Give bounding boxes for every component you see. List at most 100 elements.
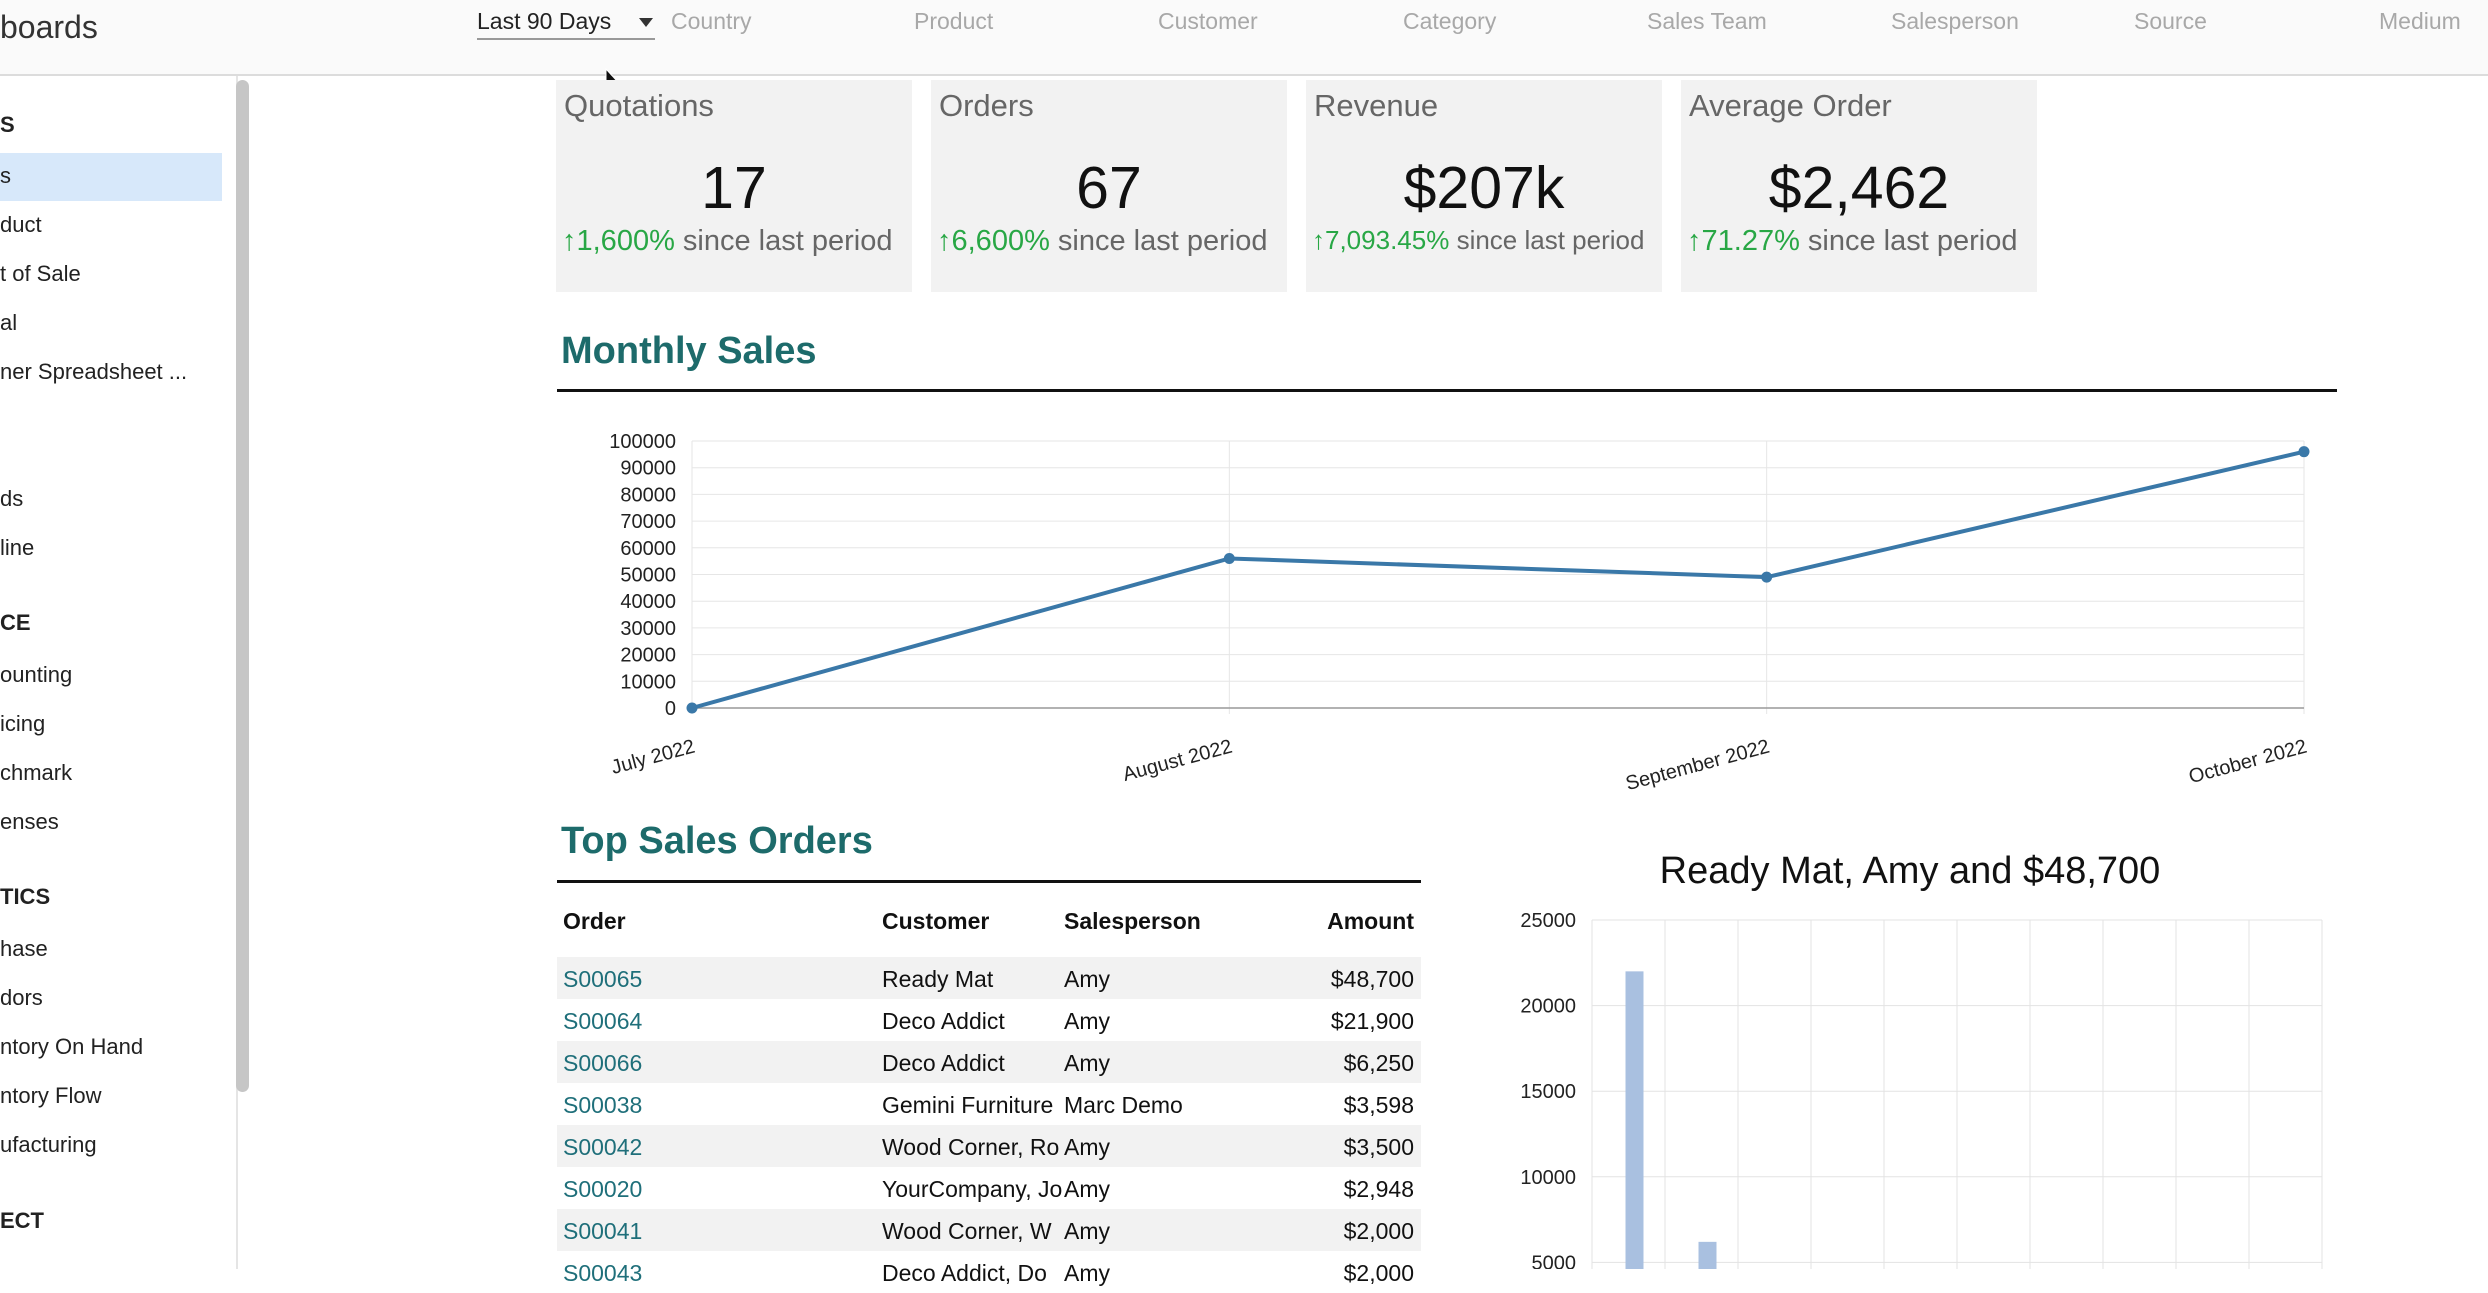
salesperson-cell: Amy <box>1064 1050 1110 1076</box>
sidebar-item-portal[interactable]: al <box>0 310 18 335</box>
y-tick-label: 20000 <box>1520 996 1576 1018</box>
amount-cell: $2,000 <box>1343 1218 1414 1244</box>
amount-cell: $48,700 <box>1330 966 1414 992</box>
amount-cell: $3,500 <box>1343 1134 1414 1160</box>
column-header-salesperson[interactable]: Salesperson <box>1064 908 1201 934</box>
kpi-change: 7,093.45% <box>1325 225 1450 255</box>
arrow-up-icon: ↑ <box>1312 225 1325 255</box>
salesperson-cell: Amy <box>1064 1176 1110 1202</box>
x-tick-label: July 2022 <box>609 736 697 779</box>
column-header-amount[interactable]: Amount <box>1327 908 1414 934</box>
y-tick-label: 70000 <box>620 511 676 533</box>
arrow-up-icon: ↑ <box>937 225 952 257</box>
table-row[interactable]: S00043 Deco Addict, Do Amy $2,000 <box>557 1251 1421 1293</box>
order-link[interactable]: S00066 <box>563 1050 643 1076</box>
order-link[interactable]: S00043 <box>563 1260 643 1286</box>
sidebar-item-point-of-sale[interactable]: t of Sale <box>0 261 81 286</box>
kpi-trend: ↑1,600% since last period <box>562 225 892 258</box>
top-sales-orders-title: Top Sales Orders <box>561 820 873 862</box>
arrow-up-icon: ↑ <box>562 225 577 257</box>
salesperson-cell: Amy <box>1064 1260 1110 1286</box>
table-row[interactable]: S00020 YourCompany, Jo Amy $2,948 <box>557 1167 1421 1209</box>
customer-cell: YourCompany, Jo <box>882 1176 1062 1202</box>
table-row[interactable]: S00038 Gemini Furniture Marc Demo $3,598 <box>557 1083 1421 1125</box>
sidebar-item-purchase[interactable]: hase <box>0 936 48 961</box>
kpi-change: 6,600% <box>951 225 1050 257</box>
sidebar-section-header-project: ECT <box>0 1208 44 1233</box>
kpi-value: 17 <box>701 155 767 221</box>
filter-source[interactable]: Source <box>2134 8 2207 34</box>
sidebar-item-accounting[interactable]: ounting <box>0 662 73 687</box>
kpi-label: Orders <box>939 88 1034 123</box>
order-link[interactable]: S00042 <box>563 1134 643 1160</box>
column-header-customer[interactable]: Customer <box>882 908 990 934</box>
kpi-label: Revenue <box>1314 88 1439 123</box>
x-tick-label: August 2022 <box>1120 736 1234 786</box>
sidebar-item-leads[interactable]: ds <box>0 486 24 511</box>
kpi-change: 71.27% <box>1701 225 1800 257</box>
y-tick-label: 5000 <box>1532 1252 1577 1269</box>
bar-chart-title: Ready Mat, Amy and $48,700 <box>1659 850 2161 892</box>
kpi-label: Quotations <box>564 88 714 123</box>
sidebar-item-benchmark[interactable]: chmark <box>0 760 73 785</box>
period-select-value: Last 90 Days <box>477 8 612 34</box>
column-header-order[interactable]: Order <box>563 908 626 934</box>
top-bar: boards Last 90 Days Country Product Cust… <box>0 0 2488 76</box>
table-row[interactable]: S00041 Wood Corner, W Amy $2,000 <box>557 1209 1421 1251</box>
kpi-suffix: since last period <box>682 225 893 257</box>
sidebar-item-manufacturing[interactable]: ufacturing <box>0 1132 97 1157</box>
kpi-value: $207k <box>1403 155 1565 221</box>
amount-cell: $21,900 <box>1330 1008 1414 1034</box>
table-row[interactable]: S00066 Deco Addict Amy $6,250 <box>557 1041 1421 1083</box>
kpi-card-quotations[interactable]: Quotations 17 ↑1,600% since last period <box>556 80 912 292</box>
data-point <box>2298 446 2310 458</box>
monthly-sales-title: Monthly Sales <box>561 330 817 372</box>
section-divider <box>557 880 1421 883</box>
x-tick-label: October 2022 <box>2187 736 2310 789</box>
kpi-value: 67 <box>1076 155 1142 221</box>
order-link[interactable]: S00065 <box>563 966 643 992</box>
sidebar-item-inventory-on-hand[interactable]: ntory On Hand <box>0 1034 144 1059</box>
arrow-up-icon: ↑ <box>1687 225 1702 257</box>
order-link[interactable]: S00064 <box>563 1008 643 1034</box>
kpi-trend: ↑7,093.45% since last period <box>1312 225 1644 256</box>
sidebar-scrollbar[interactable] <box>236 80 249 1092</box>
filter-medium[interactable]: Medium <box>2379 8 2461 34</box>
kpi-card-orders[interactable]: Orders 67 ↑6,600% since last period <box>931 80 1287 292</box>
amount-cell: $2,000 <box>1343 1260 1414 1286</box>
table-row[interactable]: S00064 Deco Addict Amy $21,900 <box>557 999 1421 1041</box>
sidebar-item-expenses[interactable]: enses <box>0 809 59 834</box>
kpi-trend: ↑71.27% since last period <box>1687 225 2017 258</box>
y-tick-label: 80000 <box>620 484 676 506</box>
table-row[interactable]: S00065 Ready Mat Amy $48,700 <box>557 957 1421 999</box>
filter-sales-team[interactable]: Sales Team <box>1647 8 1767 34</box>
filter-country[interactable]: Country <box>671 8 752 34</box>
filter-product[interactable]: Product <box>914 8 994 34</box>
kpi-card-average-order[interactable]: Average Order $2,462 ↑71.27% since last … <box>1681 80 2037 292</box>
sidebar-item-product[interactable]: duct <box>0 212 42 237</box>
filter-category[interactable]: Category <box>1403 8 1497 34</box>
salesperson-cell: Amy <box>1064 1008 1110 1034</box>
filter-salesperson[interactable]: Salesperson <box>1891 8 2019 34</box>
salesperson-cell: Amy <box>1064 966 1110 992</box>
app-title: boards <box>0 9 98 45</box>
sidebar-item-sales[interactable]: s <box>0 163 11 188</box>
sidebar-item-pipeline[interactable]: line <box>0 535 35 560</box>
filter-customer[interactable]: Customer <box>1158 8 1258 34</box>
kpi-label: Average Order <box>1689 88 1892 123</box>
sidebar-item-invoicing[interactable]: icing <box>0 711 46 736</box>
data-point <box>686 702 698 714</box>
order-link[interactable]: S00041 <box>563 1218 643 1244</box>
period-select[interactable]: Last 90 Days <box>477 6 655 40</box>
y-tick-label: 50000 <box>620 565 676 587</box>
customer-cell: Gemini Furniture <box>882 1092 1054 1118</box>
sidebar-item-inventory-flow[interactable]: ntory Flow <box>0 1083 102 1108</box>
customer-cell: Wood Corner, W <box>882 1218 1052 1244</box>
kpi-card-revenue[interactable]: Revenue $207k ↑7,093.45% since last peri… <box>1306 80 1662 292</box>
sidebar-item-vendors[interactable]: dors <box>0 985 43 1010</box>
sidebar-item-spreadsheet[interactable]: ner Spreadsheet ... <box>0 359 188 384</box>
order-link[interactable]: S00020 <box>563 1176 643 1202</box>
y-tick-label: 40000 <box>620 591 676 613</box>
order-link[interactable]: S00038 <box>563 1092 643 1118</box>
table-row[interactable]: S00042 Wood Corner, Ro Amy $3,500 <box>557 1125 1421 1167</box>
